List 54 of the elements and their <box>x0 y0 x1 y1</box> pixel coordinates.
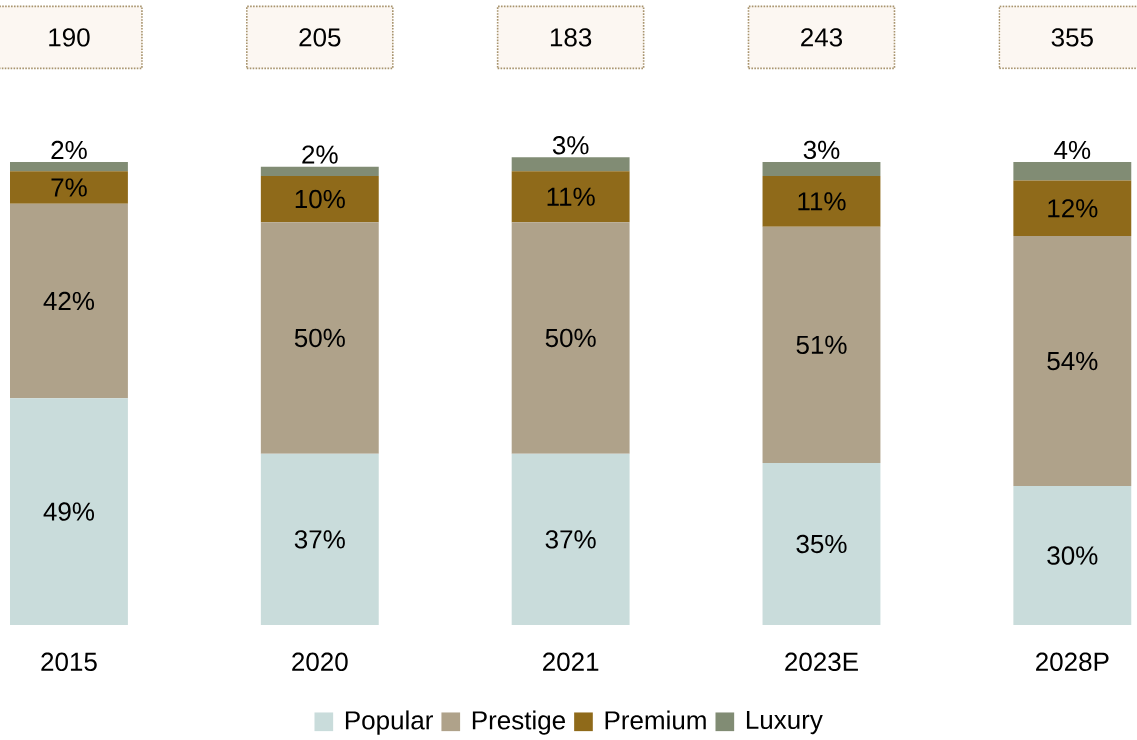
text: 243 <box>801 28 843 47</box>
x-tick-label: 2023E <box>785 652 858 671</box>
bar <box>10 203 128 399</box>
data-label: 10% <box>295 189 345 209</box>
text: 183 <box>550 28 592 47</box>
data-label: 11% <box>547 187 595 206</box>
bar <box>511 171 630 223</box>
bar <box>762 175 881 227</box>
text: 355 <box>1051 28 1093 47</box>
bar <box>260 453 379 625</box>
bar <box>10 162 128 172</box>
legend-label: Prestige <box>472 710 565 735</box>
data-label: 3% <box>552 136 589 155</box>
x-tick-label: 2028P <box>1036 652 1109 671</box>
data-label: 50% <box>294 328 345 348</box>
x-tick-label: 2020 <box>292 652 348 671</box>
bar <box>511 453 630 625</box>
data-label: 42% <box>43 291 95 311</box>
data-label: 37% <box>294 530 345 549</box>
bar <box>762 162 881 176</box>
data-label: 51% <box>796 335 847 355</box>
data-label: 3% <box>803 140 840 160</box>
legend-label: Luxury <box>746 710 823 735</box>
bar <box>1013 180 1132 237</box>
legend-label: Premium <box>605 710 706 730</box>
data-label: 2% <box>51 140 87 160</box>
bar <box>260 166 379 176</box>
bar <box>1013 236 1132 487</box>
bar <box>511 222 630 454</box>
bar <box>10 398 128 625</box>
data-label: 12% <box>1048 199 1098 218</box>
bar <box>762 226 881 463</box>
bar <box>511 157 630 172</box>
data-label: 37% <box>545 530 596 549</box>
text: 205 <box>299 28 341 47</box>
data-label: 30% <box>1047 546 1098 565</box>
bar <box>260 175 379 223</box>
data-label: 49% <box>43 502 95 521</box>
data-label: 7% <box>51 178 87 197</box>
bar <box>10 171 128 204</box>
x-tick-label: 2021 <box>543 652 599 671</box>
data-label: 4% <box>1054 140 1091 160</box>
text: 190 <box>49 28 90 47</box>
legend-label: Popular <box>345 710 433 735</box>
bar <box>1013 486 1132 625</box>
bar <box>260 222 379 454</box>
bar <box>762 462 881 625</box>
x-tick-label: 2015 <box>41 652 97 671</box>
data-label: 50% <box>545 328 596 348</box>
data-label: 35% <box>796 534 847 554</box>
data-label: 11% <box>798 192 846 211</box>
bar <box>1013 162 1132 181</box>
data-label: 54% <box>1047 351 1098 371</box>
data-label: 2% <box>302 145 338 164</box>
